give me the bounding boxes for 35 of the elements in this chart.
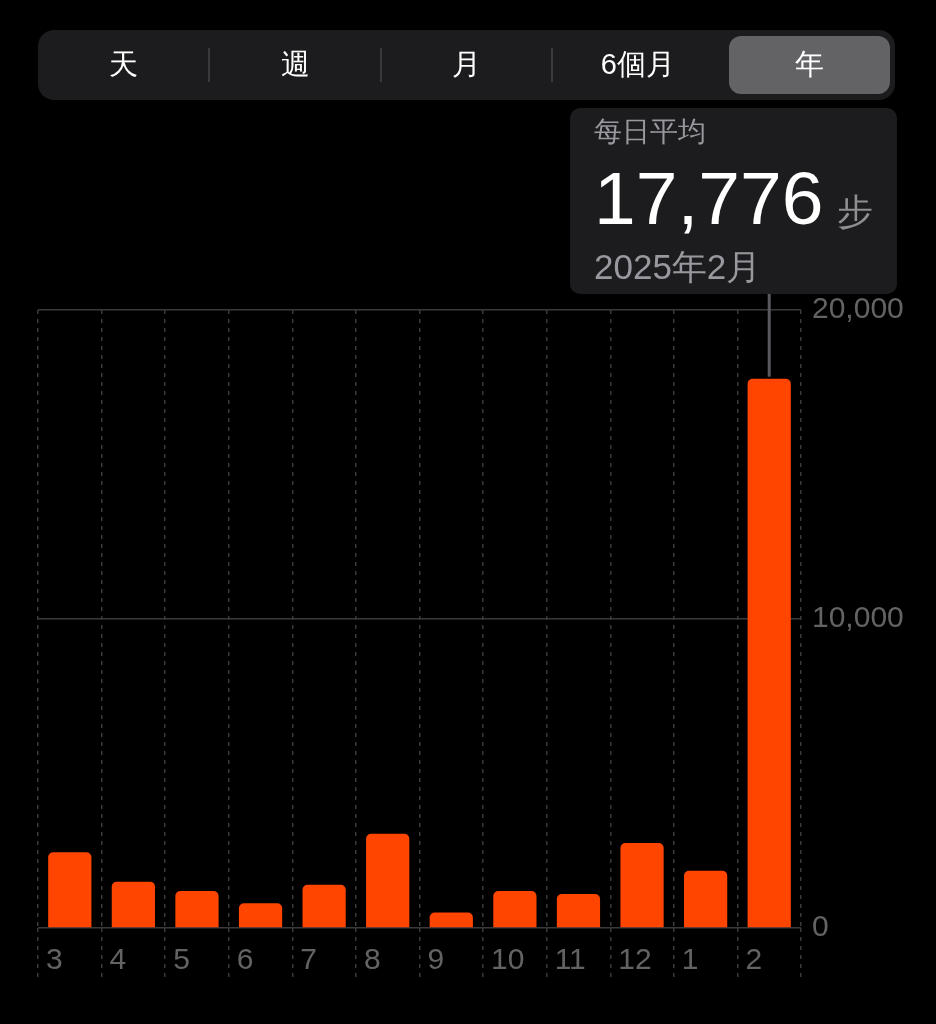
bar (429, 912, 473, 928)
x-tick-label: 3 (46, 942, 63, 976)
bar (684, 870, 728, 928)
x-tick-label: 5 (173, 942, 190, 976)
annotation: 17,776 (594, 156, 824, 240)
bar (366, 833, 410, 928)
bar (493, 890, 537, 928)
bar (48, 852, 92, 928)
period-tab[interactable]: 月 (385, 36, 548, 94)
period-tab[interactable]: 天 (43, 36, 205, 94)
x-tick-label: 4 (109, 942, 127, 976)
x-tick-label: 7 (300, 942, 318, 976)
bar (302, 884, 346, 928)
x-tick-label: 11 (554, 942, 586, 976)
bar (620, 843, 664, 928)
x-tick-label: 6 (236, 942, 254, 976)
bar (238, 903, 283, 928)
bar (175, 890, 219, 928)
x-tick-label: 9 (427, 942, 445, 976)
period-tab[interactable]: 週 (214, 36, 376, 94)
bar (111, 881, 155, 928)
period-tab[interactable]: 年 (728, 36, 890, 94)
x-tick-label: 12 (618, 942, 652, 976)
x-tick-label: 2 (745, 942, 763, 976)
x-tick-label: 8 (363, 942, 381, 976)
tooltip: 每日平均 17,776 步 2025年2月 (570, 108, 898, 294)
y-tick-label: 0 (812, 909, 829, 943)
x-tick-label: 10 (491, 942, 525, 976)
segmented-control[interactable]: 天 週 月 6個月 年 (38, 30, 895, 100)
x-tick-label: 1 (681, 942, 699, 976)
y-tick-label: 20,000 (812, 291, 904, 325)
period-tab[interactable]: 6個月 (557, 36, 719, 94)
y-tick-label: 10,000 (812, 600, 904, 634)
bar (747, 378, 791, 928)
bar (556, 894, 601, 928)
